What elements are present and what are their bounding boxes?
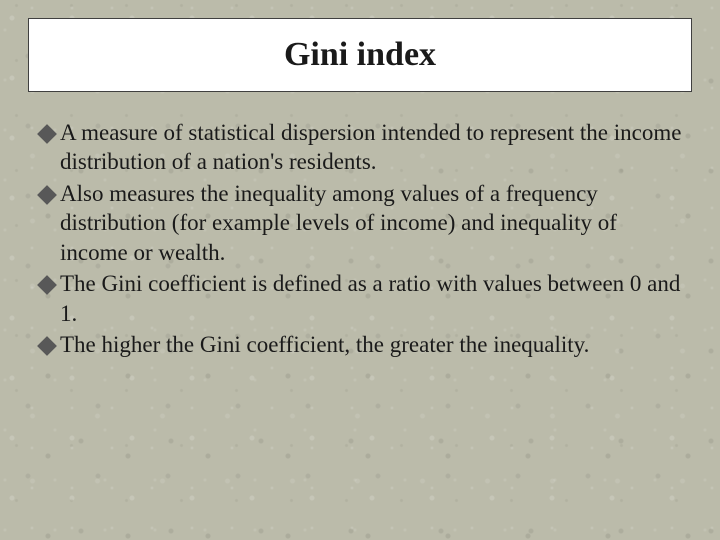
bullet-item: A measure of statistical dispersion inte… bbox=[38, 118, 682, 177]
diamond-bullet-icon bbox=[37, 124, 57, 144]
bullet-text: Also measures the inequality among value… bbox=[60, 179, 682, 267]
bullet-item: The higher the Gini coefficient, the gre… bbox=[38, 330, 682, 359]
content-area: A measure of statistical dispersion inte… bbox=[38, 118, 682, 362]
bullet-text: The Gini coefficient is defined as a rat… bbox=[60, 269, 682, 328]
diamond-bullet-icon bbox=[37, 185, 57, 205]
bullet-item: Also measures the inequality among value… bbox=[38, 179, 682, 267]
diamond-bullet-icon bbox=[37, 336, 57, 356]
slide-title: Gini index bbox=[284, 36, 436, 74]
bullet-item: The Gini coefficient is defined as a rat… bbox=[38, 269, 682, 328]
bullet-text: A measure of statistical dispersion inte… bbox=[60, 118, 682, 177]
bullet-text: The higher the Gini coefficient, the gre… bbox=[60, 330, 589, 359]
diamond-bullet-icon bbox=[37, 275, 57, 295]
title-container: Gini index bbox=[28, 18, 692, 92]
